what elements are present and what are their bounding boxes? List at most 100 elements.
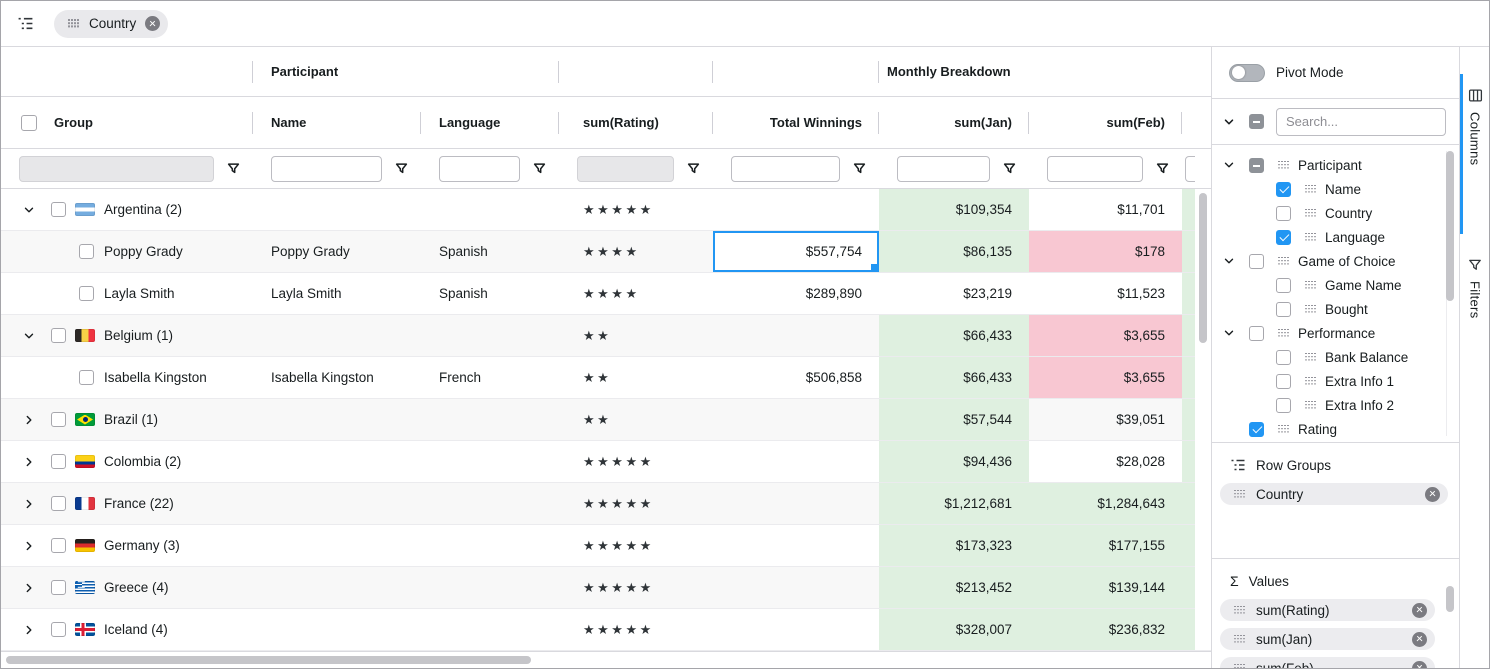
filter-button-sum-feb[interactable] xyxy=(1156,162,1169,175)
remove-chip-icon[interactable] xyxy=(145,16,161,31)
column-header-group[interactable]: Group xyxy=(1,97,253,148)
column-checkbox-language[interactable] xyxy=(1276,229,1291,245)
total-winnings-cell[interactable] xyxy=(713,609,879,650)
name-cell[interactable] xyxy=(253,315,421,356)
language-cell[interactable] xyxy=(421,399,559,440)
vertical-scrollbar[interactable] xyxy=(1195,189,1211,649)
chevron-down-icon[interactable] xyxy=(1223,159,1235,171)
row-select-checkbox[interactable] xyxy=(51,328,66,343)
column-checkbox-game-name[interactable] xyxy=(1276,277,1291,293)
language-cell[interactable]: French xyxy=(439,370,482,385)
jan-cell[interactable]: $57,544 xyxy=(879,399,1029,440)
expand-group-chevron-icon[interactable] xyxy=(23,414,35,426)
filter-button-language[interactable] xyxy=(533,162,546,175)
row-select-checkbox[interactable] xyxy=(79,286,94,301)
total-winnings-cell[interactable]: $557,754 xyxy=(713,231,879,272)
filter-input-sum-feb[interactable] xyxy=(1047,155,1143,182)
column-header-sum-feb[interactable]: sum(Feb) xyxy=(1029,97,1182,148)
pivot-mode-toggle[interactable] xyxy=(1229,63,1265,82)
group-header-monthly-breakdown[interactable]: Monthly Breakdown xyxy=(879,47,1195,96)
column-tree-item-bought[interactable]: Bought xyxy=(1212,297,1459,321)
filter-input-total-winnings[interactable] xyxy=(731,155,840,182)
rating-cell[interactable]: ★★ xyxy=(559,399,713,440)
rating-cell[interactable]: ★★★★★ xyxy=(559,441,713,482)
horizontal-scrollbar[interactable] xyxy=(1,651,1211,667)
filter-input-name[interactable] xyxy=(271,155,382,182)
row-select-checkbox[interactable] xyxy=(79,244,94,259)
collapse-group-chevron-icon[interactable] xyxy=(23,330,35,342)
column-tree-item-country[interactable]: Country xyxy=(1212,201,1459,225)
select-all-columns-checkbox[interactable] xyxy=(1249,114,1264,129)
column-checkbox-name[interactable] xyxy=(1276,181,1291,197)
column-tree-item-game-of-choice[interactable]: Game of Choice xyxy=(1212,249,1459,273)
column-checkbox-bank-balance[interactable] xyxy=(1276,349,1291,365)
expand-group-chevron-icon[interactable] xyxy=(23,624,35,636)
group-cell[interactable]: Germany (3) xyxy=(1,525,253,566)
column-tree-item-bank-balance[interactable]: Bank Balance xyxy=(1212,345,1459,369)
column-checkbox-country[interactable] xyxy=(1276,205,1291,221)
filter-button-name[interactable] xyxy=(395,162,408,175)
row-select-checkbox[interactable] xyxy=(51,496,66,511)
collapse-all-chevron-icon[interactable] xyxy=(1223,116,1249,128)
filter-input-language[interactable] xyxy=(439,155,520,182)
column-tree-item-rating[interactable]: Rating xyxy=(1212,417,1459,441)
select-all-rows-checkbox[interactable] xyxy=(21,114,37,131)
column-tree-item-participant[interactable]: Participant xyxy=(1212,153,1459,177)
feb-cell[interactable]: $39,051 xyxy=(1116,412,1165,427)
chevron-down-icon[interactable] xyxy=(1223,327,1235,339)
column-tree-item-language[interactable]: Language xyxy=(1212,225,1459,249)
column-header-total-winnings[interactable]: Total Winnings xyxy=(713,97,879,148)
values-scrollbar-thumb[interactable] xyxy=(1446,586,1454,612)
value-chip-sum-jan[interactable]: sum(Jan) xyxy=(1220,628,1435,650)
group-cell[interactable]: Iceland (4) xyxy=(1,609,253,650)
expand-group-chevron-icon[interactable] xyxy=(23,456,35,468)
expand-group-chevron-icon[interactable] xyxy=(23,582,35,594)
name-cell[interactable] xyxy=(253,525,421,566)
vertical-scrollbar-thumb[interactable] xyxy=(1199,193,1207,343)
filter-button-sum-jan[interactable] xyxy=(1003,162,1016,175)
column-tree-item-game-name[interactable]: Game Name xyxy=(1212,273,1459,297)
column-header-language[interactable]: Language xyxy=(421,97,559,148)
feb-cell[interactable]: $178 xyxy=(1029,231,1182,272)
tree-scrollbar-thumb[interactable] xyxy=(1446,151,1454,301)
jan-cell[interactable]: $328,007 xyxy=(879,609,1029,650)
name-cell[interactable] xyxy=(253,441,421,482)
group-cell[interactable]: Brazil (1) xyxy=(1,399,253,440)
row-select-checkbox[interactable] xyxy=(51,454,66,469)
remove-chip-icon[interactable] xyxy=(1425,486,1440,502)
name-cell[interactable]: Layla Smith xyxy=(271,286,342,301)
column-tree-item-extra-info-1[interactable]: Extra Info 1 xyxy=(1212,369,1459,393)
remove-chip-icon[interactable] xyxy=(1412,660,1427,668)
chevron-down-icon[interactable] xyxy=(1223,255,1235,267)
filter-button-sum-rating[interactable] xyxy=(687,162,700,175)
total-winnings-cell[interactable] xyxy=(713,315,879,356)
jan-cell[interactable]: $94,436 xyxy=(879,441,1029,482)
rating-cell[interactable]: ★★★★★ xyxy=(559,567,713,608)
column-checkbox-rating[interactable] xyxy=(1249,421,1264,437)
feb-cell[interactable]: $177,155 xyxy=(1029,525,1182,566)
tab-filters[interactable]: Filters xyxy=(1460,244,1489,339)
group-header-participant[interactable]: Participant xyxy=(253,47,559,96)
column-header-sum-rating[interactable]: sum(Rating) xyxy=(559,97,713,148)
remove-chip-icon[interactable] xyxy=(1412,602,1427,618)
row-select-checkbox[interactable] xyxy=(51,412,66,427)
group-cell[interactable]: Isabella Kingston xyxy=(1,357,253,398)
remove-chip-icon[interactable] xyxy=(1412,631,1427,647)
rating-cell[interactable]: ★★ xyxy=(559,315,713,356)
language-cell[interactable]: Spanish xyxy=(439,286,488,301)
group-cell[interactable]: Poppy Grady xyxy=(1,231,253,272)
language-cell[interactable] xyxy=(421,567,559,608)
rating-cell[interactable]: ★★★★★ xyxy=(559,525,713,566)
jan-cell[interactable]: $66,433 xyxy=(879,357,1029,398)
tree-chevron-icon[interactable] xyxy=(1223,255,1249,267)
column-checkbox-extra-info-1[interactable] xyxy=(1276,373,1291,389)
name-cell[interactable] xyxy=(253,189,421,230)
jan-cell[interactable]: $109,354 xyxy=(879,189,1029,230)
total-winnings-cell[interactable] xyxy=(713,189,879,230)
jan-cell[interactable]: $23,219 xyxy=(963,286,1012,301)
filter-button-group[interactable] xyxy=(227,162,240,175)
group-cell[interactable]: Belgium (1) xyxy=(1,315,253,356)
group-cell[interactable]: Greece (4) xyxy=(1,567,253,608)
row-select-checkbox[interactable] xyxy=(51,538,66,553)
column-checkbox-performance[interactable] xyxy=(1249,325,1264,341)
